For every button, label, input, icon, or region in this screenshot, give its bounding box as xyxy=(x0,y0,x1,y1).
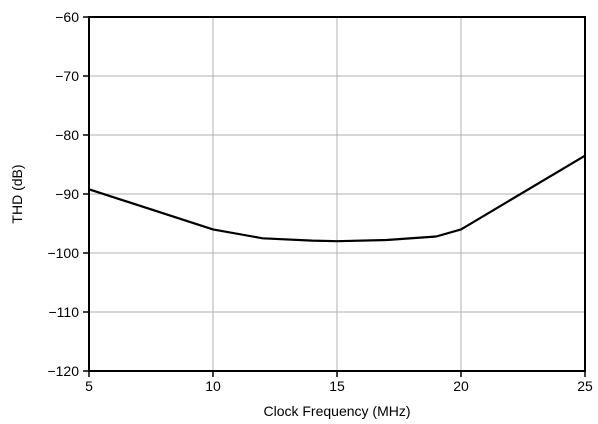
y-tick-label: −80 xyxy=(55,127,79,143)
grid xyxy=(89,17,585,371)
axis-ticks xyxy=(83,16,586,377)
y-tick-label: −100 xyxy=(47,245,79,261)
y-tick-label: −70 xyxy=(55,68,79,84)
x-tick-label: 10 xyxy=(205,378,221,394)
x-tick-label: 20 xyxy=(453,378,469,394)
y-tick-label: −120 xyxy=(47,363,79,379)
y-tick-label: −110 xyxy=(49,304,80,320)
series-line xyxy=(88,154,586,243)
plot-frame xyxy=(88,16,586,372)
x-axis-title: Clock Frequency (MHz) xyxy=(263,403,410,419)
series-group xyxy=(88,154,586,243)
y-axis-title: THD (dB) xyxy=(9,164,25,223)
x-tick-label: 25 xyxy=(577,378,593,394)
x-tick-label: 5 xyxy=(85,378,93,394)
y-tick-label: −90 xyxy=(55,186,79,202)
x-tick-label: 15 xyxy=(329,378,345,394)
y-tick-label: −60 xyxy=(55,9,79,25)
tick-labels: 5 10 15 20 25 −60 −70 −80 −90 −100 −110 −120 xyxy=(47,9,593,394)
